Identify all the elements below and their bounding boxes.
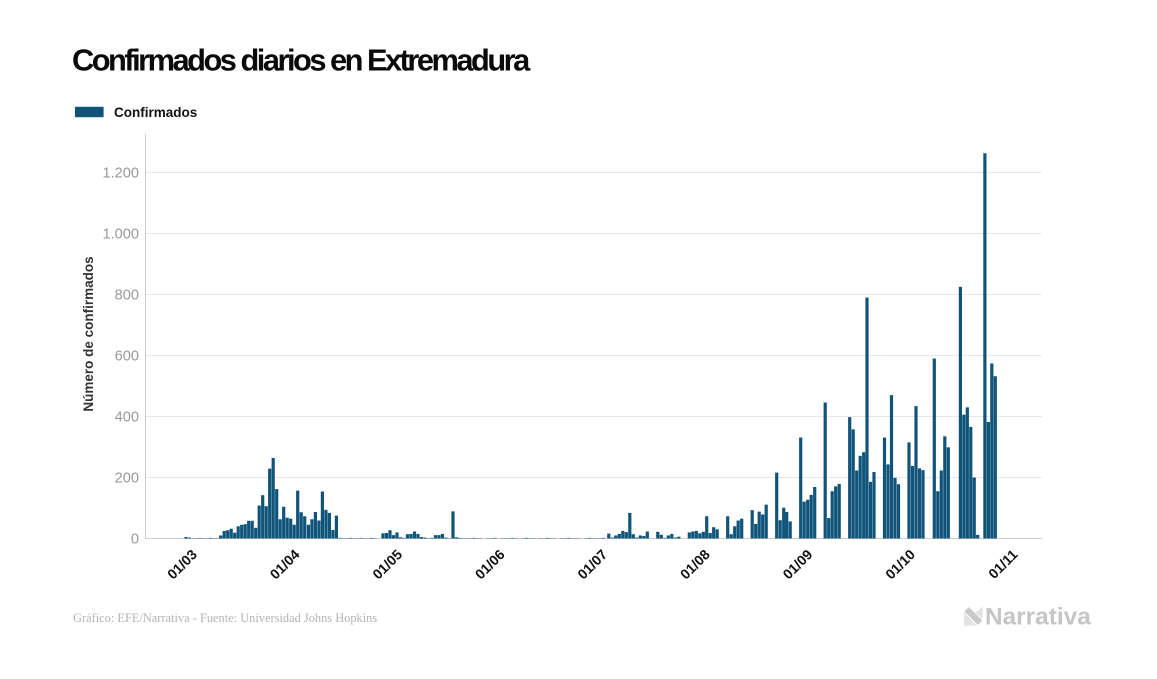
svg-text:Narrativa: Narrativa (985, 604, 1091, 631)
svg-text:Confirmados diarios en Extrema: Confirmados diarios en Extremadura (72, 43, 531, 78)
svg-text:800: 800 (115, 288, 139, 304)
svg-text:400: 400 (115, 410, 139, 426)
svg-text:Gráfico: EFE/Narrativa - Fuent: Gráfico: EFE/Narrativa - Fuente: Univers… (73, 611, 377, 625)
svg-text:1.200: 1.200 (102, 166, 139, 182)
svg-text:Confirmados: Confirmados (114, 105, 197, 120)
svg-text:600: 600 (115, 349, 139, 365)
svg-text:Número de confirmados: Número de confirmados (81, 256, 96, 411)
svg-text:1.000: 1.000 (102, 227, 139, 243)
svg-text:0: 0 (131, 532, 139, 548)
svg-text:200: 200 (115, 471, 139, 487)
